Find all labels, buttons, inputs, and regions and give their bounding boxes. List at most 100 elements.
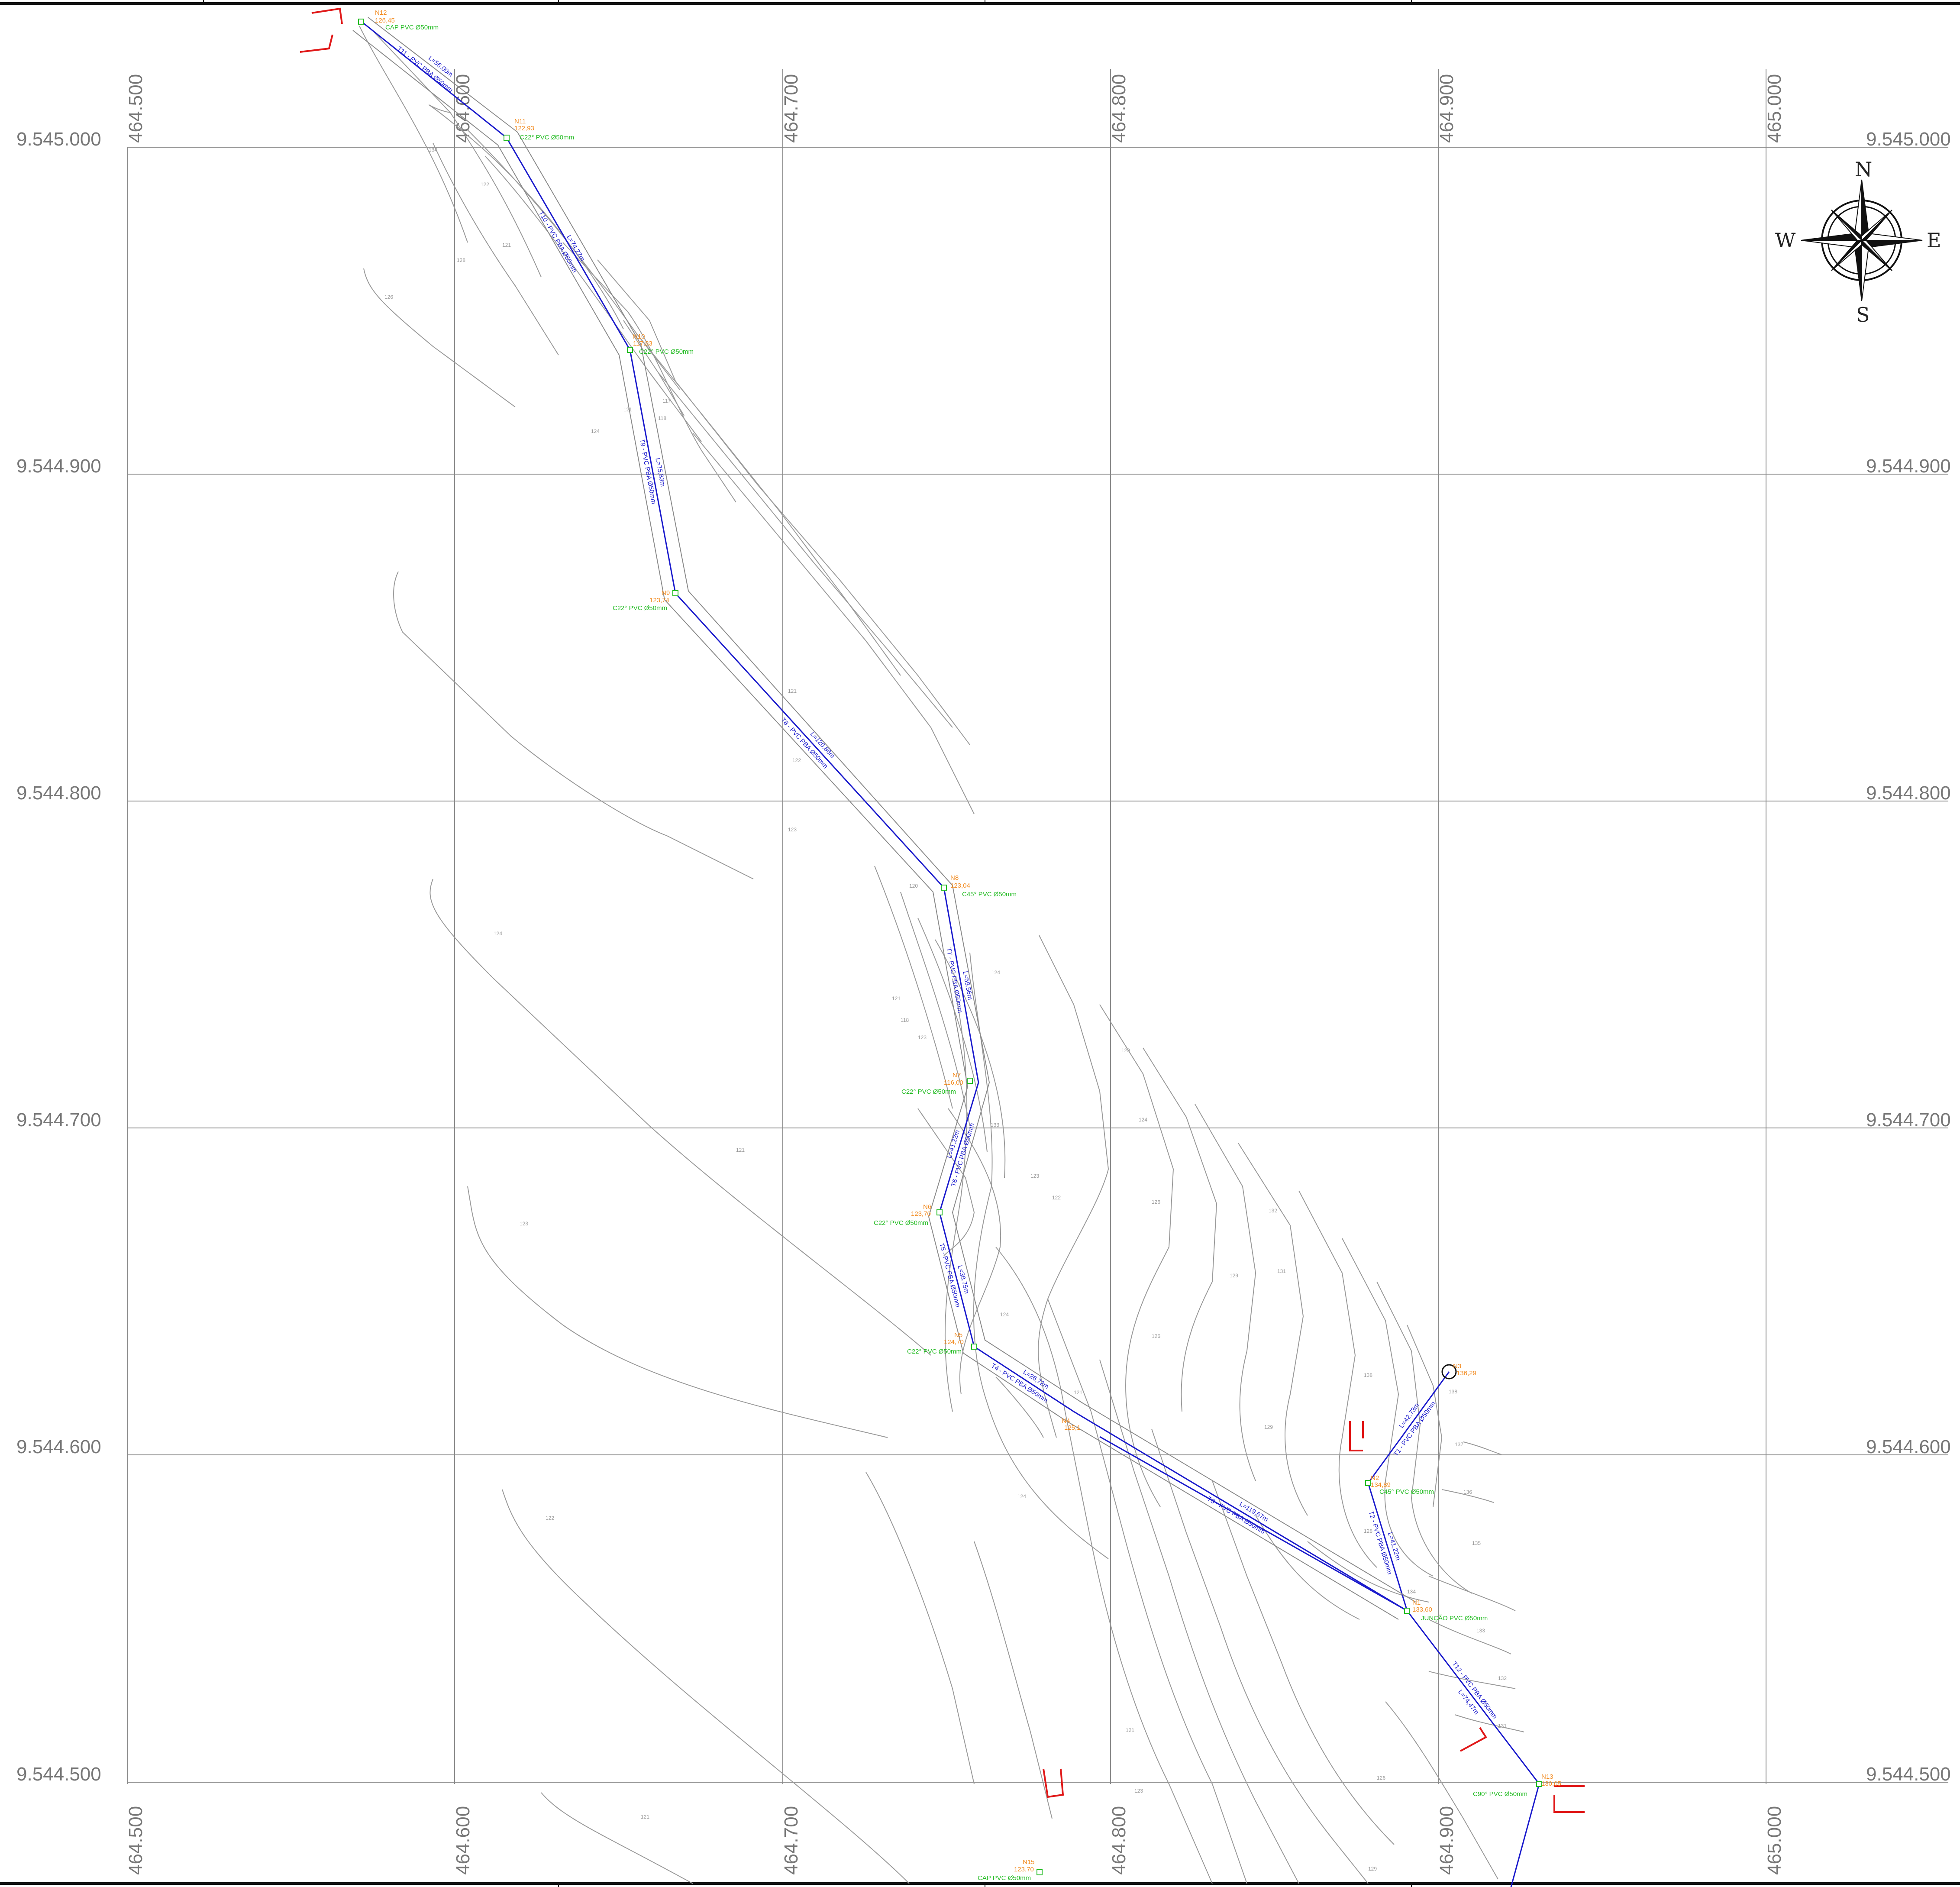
contour-label: 124 (991, 969, 1000, 976)
contour-line (969, 952, 1109, 1559)
northing-label: 9.544.700 (16, 1109, 101, 1131)
easting-label: 464.900 (1436, 1806, 1457, 1875)
northing-label: 9.544.900 (1866, 456, 1951, 477)
contour-line (597, 259, 676, 381)
node-elev: 123,74 (649, 597, 669, 604)
contour-line (433, 142, 559, 355)
section-marker (1349, 1421, 1363, 1451)
contour-label: 122 (546, 1515, 554, 1521)
node-marker (504, 135, 510, 141)
contour-label: 124 (1139, 1117, 1147, 1123)
fitting-label: C22° PVC Ø50mm (874, 1219, 928, 1227)
contour-line (1385, 1701, 1498, 1880)
easting-labels-bottom: 464.500 464.600 464.700 464.800 464.900 … (125, 1806, 1785, 1875)
contour-line (995, 1247, 1213, 1884)
contour-label: 124 (1017, 1493, 1026, 1499)
contour-label: 134 (1407, 1589, 1416, 1595)
fitting-label: C45° PVC Ø50mm (962, 891, 1017, 898)
node-id: N1 (1412, 1599, 1421, 1606)
northing-label: 9.545.000 (16, 129, 101, 150)
contour-line (900, 892, 970, 1126)
contour-line (484, 155, 702, 442)
node-marker (971, 1344, 977, 1350)
northing-labels-left: 9.545.000 9.544.900 9.544.800 9.544.700 … (16, 129, 101, 1785)
node-markers (358, 19, 1542, 1875)
node-marker (941, 885, 947, 891)
contour-label: 134 (429, 147, 437, 153)
contour-label: 137 (1455, 1441, 1463, 1448)
contour-label: 128 (457, 257, 465, 263)
node-marker (1536, 1781, 1542, 1787)
section-marker (300, 34, 333, 53)
contour-label: 124 (1000, 1312, 1009, 1318)
contour-line (372, 30, 542, 278)
node-id: N10 (633, 333, 645, 340)
northing-label: 9.544.500 (16, 1764, 101, 1785)
fitting-label: C22° PVC Ø50mm (907, 1348, 962, 1355)
contour-line (995, 1376, 1044, 1438)
contour-label: 126 (1377, 1775, 1385, 1781)
contour-line (874, 866, 953, 1109)
easting-label: 465.000 (1764, 74, 1785, 143)
contour-line (562, 242, 736, 503)
contour-line (467, 129, 680, 390)
node-labels: N12 126,45 CAP PVC Ø50mm N11 122,93 C22°… (375, 9, 1561, 1882)
contour-line (865, 1472, 975, 1784)
contour-line (623, 320, 685, 416)
contour-label: 126 (384, 294, 393, 300)
contour-line (1099, 1359, 1299, 1884)
contour-line (1428, 1619, 1511, 1654)
contour-line (393, 571, 754, 879)
easting-label: 464.700 (781, 1806, 802, 1875)
contour-line (675, 381, 970, 745)
contour-line (1038, 935, 1109, 1438)
contour-label: 138 (1449, 1389, 1457, 1395)
easting-labels-top: 464.500 464.600 464.700 464.800 464.900 … (125, 74, 1785, 143)
contour-label: 123 (918, 1034, 927, 1040)
node-marker (967, 1078, 973, 1084)
node-id: N13 (1541, 1773, 1553, 1780)
northing-label: 9.544.700 (1866, 1109, 1951, 1131)
pipe-main-line (361, 21, 1540, 1887)
compass-north: N (1855, 158, 1872, 181)
contour-line (1099, 1004, 1174, 1507)
contour-line (1143, 1047, 1217, 1412)
northing-label: 9.544.600 (16, 1436, 101, 1457)
northing-label: 9.544.600 (1866, 1436, 1951, 1457)
pipe-length: L=75,83m (654, 457, 666, 487)
section-marker (1043, 1768, 1064, 1798)
contour-label: 133 (991, 1122, 999, 1128)
contour-label: 133 (1476, 1628, 1485, 1634)
contour-label: 120 (909, 883, 918, 889)
easting-label: 464.800 (1108, 1806, 1130, 1875)
fitting-label: C22° PVC Ø50mm (639, 348, 694, 355)
section-marker (1553, 1795, 1585, 1813)
compass-east: E (1927, 229, 1941, 252)
node-id: N5 (954, 1331, 962, 1339)
contour-line (935, 939, 1006, 1178)
node-id: N6 (923, 1203, 931, 1211)
contour-label: 121 (736, 1147, 745, 1153)
node-marker (936, 1209, 943, 1215)
node-id: N4 (1062, 1417, 1070, 1425)
node-elev: 124,70 (944, 1338, 964, 1346)
section-marker (311, 7, 343, 24)
easting-label: 464.500 (125, 74, 146, 143)
contour-line (1428, 1576, 1516, 1611)
contour-label: 121 (623, 407, 632, 413)
fitting-label: CAP PVC Ø50mm (385, 24, 439, 31)
pipe-length: L=38,75m (956, 1264, 970, 1294)
node-elev: 123,70 (1014, 1866, 1034, 1873)
contour-label: 121 (502, 242, 511, 248)
contour-line (428, 104, 624, 330)
contour-line (1255, 1515, 1360, 1620)
pipe-name: T7 - PVC PBA Ø50mm (945, 947, 964, 1013)
node-id: N15 (1023, 1858, 1035, 1866)
northing-labels-right: 9.545.000 9.544.900 9.544.800 9.544.700 … (1866, 129, 1951, 1785)
contour-line (1151, 1428, 1369, 1884)
node-elev: 123,04 (950, 882, 970, 889)
fitting-label: C90° PVC Ø50mm (1473, 1790, 1527, 1798)
contour-label: 123 (1134, 1788, 1143, 1794)
contour-line (541, 1792, 693, 1884)
contour-label: 136 (1463, 1489, 1472, 1495)
